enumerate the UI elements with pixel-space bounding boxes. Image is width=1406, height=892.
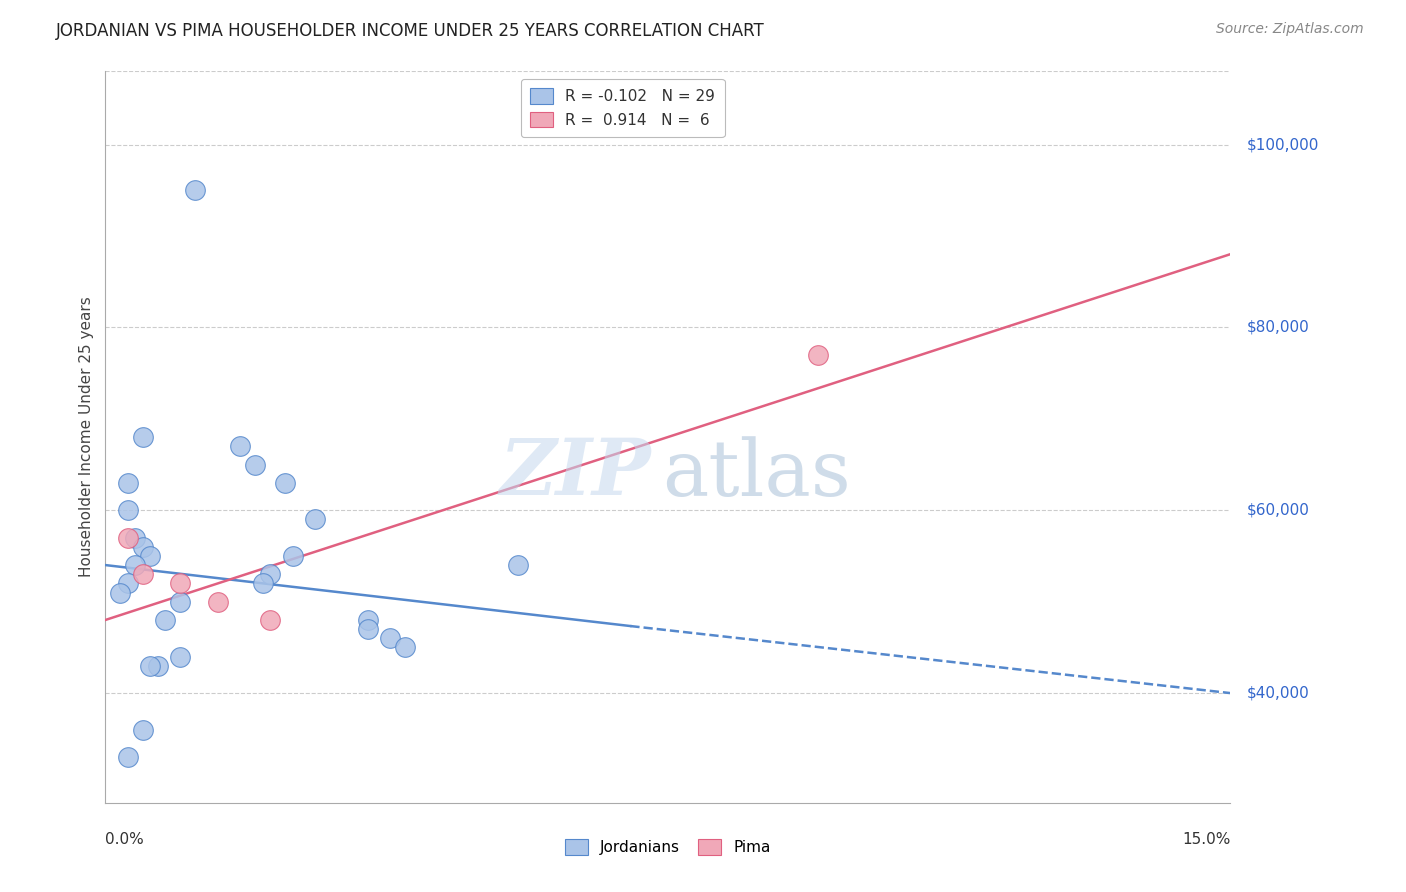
Point [124,531,146,545]
Text: $100,000: $100,000 [1247,137,1319,152]
Point [169,595,191,609]
Point [184,183,207,197]
Point [132,723,155,737]
Point [229,439,252,453]
Text: Source: ZipAtlas.com: Source: ZipAtlas.com [1216,22,1364,37]
Y-axis label: Householder Income Under 25 years: Householder Income Under 25 years [79,297,94,577]
Point [139,549,162,563]
Point [169,649,191,664]
Point [132,567,155,582]
Point [117,475,139,490]
Text: ZIP: ZIP [499,435,651,512]
Point [207,595,229,609]
Point [132,540,155,554]
Point [281,549,304,563]
Text: 0.0%: 0.0% [105,832,145,847]
Point [155,613,177,627]
Text: JORDANIAN VS PIMA HOUSEHOLDER INCOME UNDER 25 YEARS CORRELATION CHART: JORDANIAN VS PIMA HOUSEHOLDER INCOME UND… [56,22,765,40]
Point [110,585,132,599]
Text: $40,000: $40,000 [1247,686,1310,700]
Legend: Jordanians, Pima: Jordanians, Pima [558,833,778,861]
Text: $60,000: $60,000 [1247,503,1310,517]
Text: $80,000: $80,000 [1247,320,1310,334]
Point [274,475,297,490]
Point [357,613,380,627]
Point [259,613,281,627]
Point [245,458,267,472]
Point [132,430,155,444]
Point [259,567,281,582]
Point [394,640,416,655]
Point [139,658,162,673]
Point [252,576,274,591]
Point [506,558,529,573]
Point [357,622,380,636]
Point [117,531,139,545]
Text: atlas: atlas [662,436,851,511]
Text: 15.0%: 15.0% [1182,832,1230,847]
Point [304,512,326,526]
Point [117,750,139,764]
Point [169,576,191,591]
Point [807,348,830,362]
Point [117,503,139,517]
Point [124,558,146,573]
Point [117,576,139,591]
Point [380,632,402,646]
Point [146,658,169,673]
